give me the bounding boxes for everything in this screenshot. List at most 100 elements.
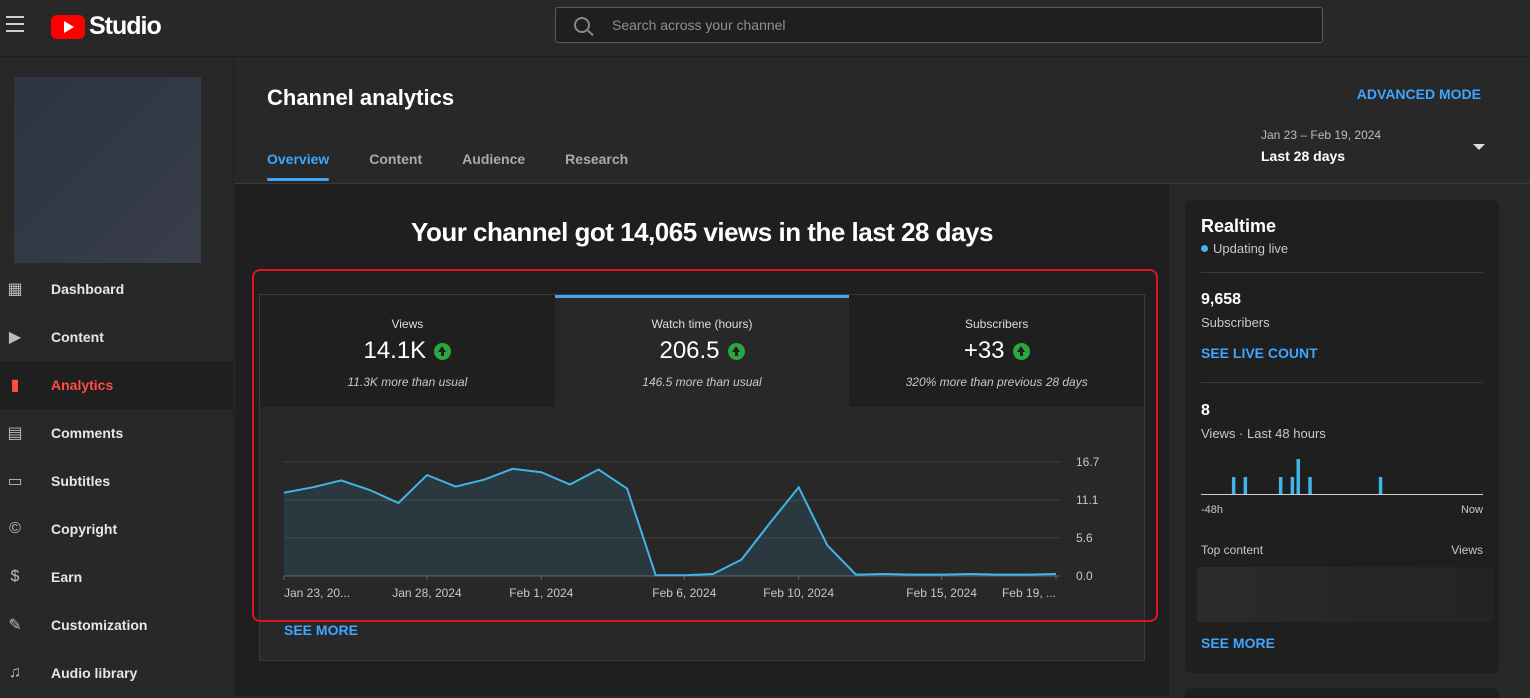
- realtime-bar-chart[interactable]: [1201, 455, 1483, 495]
- date-range-picker[interactable]: Jan 23 – Feb 19, 2024 Last 28 days: [1261, 128, 1495, 164]
- sidebar-item-subtitles[interactable]: ▭ Subtitles: [0, 457, 234, 505]
- realtime-bar: [1231, 477, 1236, 495]
- dropdown-caret-icon: [1473, 144, 1485, 150]
- realtime-bar: [1278, 477, 1283, 495]
- sidebar-item-customization[interactable]: ✎ Customization: [0, 601, 234, 649]
- sidebar-item-label: Subtitles: [51, 473, 111, 489]
- realtime-card: Realtime Updating live 9,658 Subscribers…: [1185, 200, 1499, 673]
- audio-library-icon: ♫: [9, 664, 21, 681]
- axis-start-label: -48h: [1201, 504, 1224, 516]
- see-live-count-button[interactable]: SEE LIVE COUNT: [1201, 345, 1318, 361]
- copyright-icon: ©: [9, 520, 21, 537]
- arrow-up-icon: [727, 342, 745, 360]
- metrics-card: Views 14.1K 11.3K more than usual Watch …: [259, 294, 1145, 661]
- sidebar: ▦ Dashboard ▶ Content ▮ Analytics ▤ Comments ▭ Su…: [0, 57, 234, 696]
- sidebar-item-content[interactable]: ▶ Content: [0, 313, 234, 361]
- divider: [1201, 272, 1483, 273]
- overview-panel: Your channel got 14,065 views in the las…: [235, 184, 1169, 696]
- x-tick-label: Feb 15, 2024: [906, 586, 977, 600]
- sidebar-item-label: Copyright: [51, 521, 118, 537]
- search-box[interactable]: [555, 7, 1323, 43]
- arrow-up-icon: [1012, 342, 1030, 360]
- date-range-dates: Jan 23 – Feb 19, 2024: [1261, 128, 1382, 142]
- customization-icon: ✎: [8, 617, 22, 634]
- advanced-mode-button[interactable]: ADVANCED MODE: [1356, 86, 1481, 102]
- search-icon[interactable]: [574, 17, 590, 33]
- metric-watch-time[interactable]: Watch time (hours) 206.5 146.5 more than…: [554, 295, 850, 407]
- realtime-bar: [1243, 477, 1248, 495]
- subtitles-icon: ▭: [7, 473, 23, 490]
- metric-value: 206.5: [659, 337, 720, 364]
- see-more-button[interactable]: SEE MORE: [284, 622, 358, 638]
- realtime-title: Realtime: [1201, 216, 1277, 236]
- tab-content[interactable]: Content: [369, 151, 423, 167]
- sidebar-item-label: Content: [51, 329, 104, 345]
- metric-label: Views: [391, 317, 424, 331]
- sidebar-item-label: Analytics: [51, 377, 114, 393]
- x-tick-label: Feb 1, 2024: [509, 586, 573, 600]
- brand-label: Studio: [89, 12, 162, 40]
- metric-label: Watch time (hours): [651, 317, 753, 331]
- realtime-bar: [1290, 477, 1295, 495]
- sidebar-item-earn[interactable]: $ Earn: [0, 553, 234, 601]
- y-tick-label: 0.0: [1076, 569, 1093, 583]
- main-area: Channel analytics ADVANCED MODE Overview…: [235, 57, 1530, 698]
- metric-value: 14.1K: [363, 337, 427, 364]
- next-card: [1185, 688, 1499, 698]
- top-bar: Studio: [0, 0, 1530, 57]
- sidebar-item-label: Customization: [51, 617, 148, 633]
- metric-note: 11.3K more than usual: [347, 375, 468, 389]
- metric-subscribers[interactable]: Subscribers +33 320% more than previous …: [849, 295, 1145, 407]
- realtime-bar: [1296, 459, 1300, 495]
- y-tick-label: 16.7: [1076, 455, 1100, 469]
- axis-end-label: Now: [1460, 504, 1483, 516]
- sidebar-item-label: Comments: [51, 425, 124, 441]
- metric-value: +33: [963, 337, 1005, 364]
- subscribers-label: Subscribers: [1201, 315, 1270, 330]
- realtime-views-count: 8: [1201, 402, 1210, 419]
- content-icon: ▶: [8, 329, 22, 346]
- watch-time-chart[interactable]: 0.0 5.6 11.1 16.7 Jan 23, 20... Jan 28, 2024 F…: [260, 407, 1144, 607]
- series-line: [283, 467, 1057, 577]
- analytics-icon: ▮: [10, 377, 20, 394]
- sidebar-item-dashboard[interactable]: ▦ Dashboard: [0, 265, 234, 313]
- realtime-views-label: Views · Last 48 hours: [1201, 426, 1326, 441]
- page-title: Channel analytics: [267, 85, 455, 110]
- realtime-bar: [1378, 477, 1383, 495]
- sidebar-item-audio-library[interactable]: ♫ Audio library: [0, 649, 234, 697]
- metric-tabs: Views 14.1K 11.3K more than usual Watch …: [260, 295, 1145, 407]
- sidebar-item-label: Dashboard: [51, 281, 125, 297]
- menu-icon[interactable]: [6, 16, 24, 32]
- date-range-label: Last 28 days: [1261, 148, 1346, 164]
- top-content-label: Top content: [1201, 543, 1264, 557]
- studio-logo[interactable]: Studio: [51, 12, 162, 41]
- youtube-logo-icon: [51, 14, 85, 39]
- metric-label: Subscribers: [965, 317, 1029, 331]
- sidebar-item-label: Earn: [51, 569, 83, 585]
- realtime-area: Realtime Updating live 9,658 Subscribers…: [1169, 184, 1530, 698]
- channel-avatar[interactable]: [14, 77, 201, 263]
- metric-note: 320% more than previous 28 days: [905, 375, 1088, 389]
- sidebar-item-label: Audio library: [51, 665, 138, 681]
- x-tick-label: Feb 6, 2024: [652, 586, 716, 600]
- search-input[interactable]: [612, 17, 1212, 33]
- arrow-up-icon: [434, 342, 452, 360]
- tab-overview[interactable]: Overview: [267, 151, 330, 181]
- divider: [1201, 382, 1483, 383]
- realtime-see-more-button[interactable]: SEE MORE: [1201, 635, 1275, 651]
- sidebar-item-comments[interactable]: ▤ Comments: [0, 409, 234, 457]
- series-area: [284, 468, 1056, 576]
- tab-research[interactable]: Research: [565, 151, 629, 167]
- earn-icon: $: [10, 568, 20, 585]
- analytics-tabs: Overview Content Audience Research: [267, 151, 668, 181]
- x-tick-label: Jan 28, 2024: [392, 586, 462, 600]
- x-tick-label: Feb 10, 2024: [763, 586, 834, 600]
- metric-note: 146.5 more than usual: [642, 375, 762, 389]
- metric-views[interactable]: Views 14.1K 11.3K more than usual: [260, 295, 555, 407]
- realtime-bar: [1308, 477, 1312, 495]
- sidebar-item-analytics[interactable]: ▮ Analytics: [0, 361, 234, 409]
- tab-audience[interactable]: Audience: [462, 151, 526, 167]
- sidebar-item-copyright[interactable]: © Copyright: [0, 505, 234, 553]
- top-content-item[interactable]: [1197, 567, 1493, 622]
- live-label: Updating live: [1213, 241, 1289, 256]
